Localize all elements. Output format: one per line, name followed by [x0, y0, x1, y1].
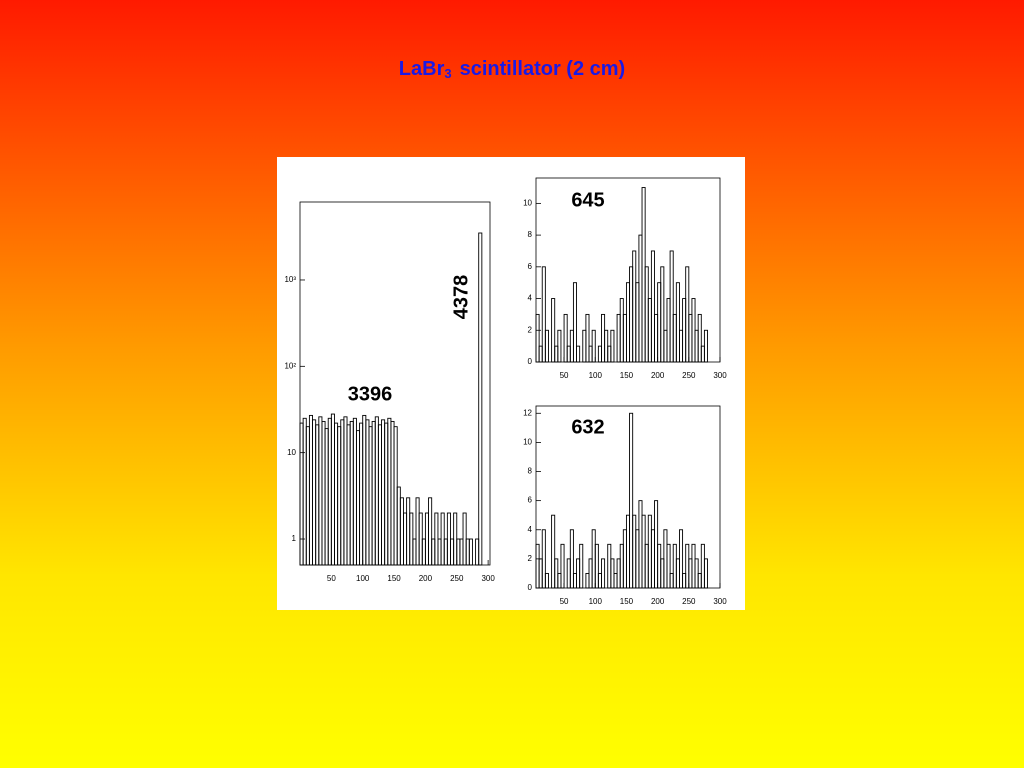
- histogram-bar: [669, 250, 674, 363]
- histogram-bar: [541, 266, 546, 363]
- x-tick-label: 250: [682, 371, 696, 380]
- annotation: 3396: [348, 383, 393, 405]
- y-tick-label: 4: [528, 294, 533, 303]
- histogram-bar: [576, 345, 581, 363]
- histogram-bar: [551, 298, 556, 363]
- histogram-bar: [650, 250, 655, 363]
- y-tick-label: 0: [528, 357, 533, 366]
- x-tick-label: 150: [620, 597, 634, 606]
- x-tick-label: 200: [651, 371, 665, 380]
- x-tick-label: 300: [481, 574, 495, 583]
- title-rest: scintillator (2 cm): [460, 58, 626, 80]
- y-tick-label: 1: [292, 534, 297, 543]
- x-tick-label: 250: [450, 574, 464, 583]
- y-tick-label: 4: [528, 525, 533, 534]
- histogram-bar: [478, 232, 483, 566]
- histogram-bar: [591, 329, 596, 363]
- y-tick-label: 2: [528, 325, 533, 334]
- x-tick-label: 50: [560, 371, 569, 380]
- histogram-bar: [579, 543, 584, 589]
- x-tick-label: 100: [589, 597, 603, 606]
- histogram-bar: [585, 313, 590, 363]
- y-tick-label: 2: [528, 554, 533, 563]
- y-tick-label: 10: [523, 438, 532, 447]
- histogram-bar: [610, 329, 615, 363]
- histogram-bar: [557, 329, 562, 363]
- histogram-bar: [563, 313, 568, 363]
- slide-title: LaBr3 scintillator (2 cm): [399, 58, 625, 81]
- x-tick-label: 300: [713, 597, 727, 606]
- y-tick-label: 10: [287, 448, 296, 457]
- x-tick-label: 50: [327, 574, 336, 583]
- histogram-bar: [569, 529, 574, 589]
- x-tick-label: 250: [682, 597, 696, 606]
- histogram-bar: [428, 497, 433, 566]
- x-tick-label: 150: [620, 371, 634, 380]
- histogram-bar: [666, 543, 671, 589]
- histogram-bar: [544, 572, 549, 589]
- y-tick-label: 12: [523, 408, 532, 417]
- y-tick-label: 8: [528, 467, 533, 476]
- histogram-bar: [594, 543, 599, 589]
- annotation: 4378: [450, 275, 472, 320]
- x-tick-label: 200: [651, 597, 665, 606]
- y-tick-label: 10: [523, 198, 532, 207]
- histogram-bar: [703, 558, 708, 589]
- annotation: 632: [571, 416, 604, 438]
- y-tick-label: 6: [528, 496, 533, 505]
- title-main: LaBr: [399, 58, 445, 80]
- histogram-bar: [697, 313, 702, 363]
- y-tick-label: 8: [528, 230, 533, 239]
- annotation: 645: [571, 189, 604, 211]
- title-subscript: 3: [444, 66, 451, 81]
- histogram-bar: [544, 329, 549, 363]
- x-tick-label: 100: [589, 371, 603, 380]
- x-tick-label: 200: [419, 574, 433, 583]
- x-tick-label: 150: [387, 574, 401, 583]
- y-tick-label: 0: [528, 583, 533, 592]
- histogram-bar: [560, 543, 565, 589]
- y-tick-label: 6: [528, 262, 533, 271]
- y-tick-label: 10³: [284, 275, 296, 284]
- histogram-bar: [551, 514, 556, 589]
- histogram-bar: [468, 538, 473, 566]
- x-tick-label: 100: [356, 574, 370, 583]
- histogram-bar: [572, 282, 577, 363]
- histogram-bar: [660, 266, 665, 363]
- histogram-bar: [679, 529, 684, 589]
- histogram-bar: [703, 329, 708, 363]
- y-tick-label: 10²: [284, 361, 296, 370]
- x-tick-label: 50: [560, 597, 569, 606]
- histogram-bar: [675, 282, 680, 363]
- histogram-bar: [601, 558, 606, 589]
- histogram-bar: [535, 313, 540, 363]
- histogram-bar: [629, 412, 634, 589]
- histogram-bar: [541, 529, 546, 589]
- x-tick-label: 300: [713, 371, 727, 380]
